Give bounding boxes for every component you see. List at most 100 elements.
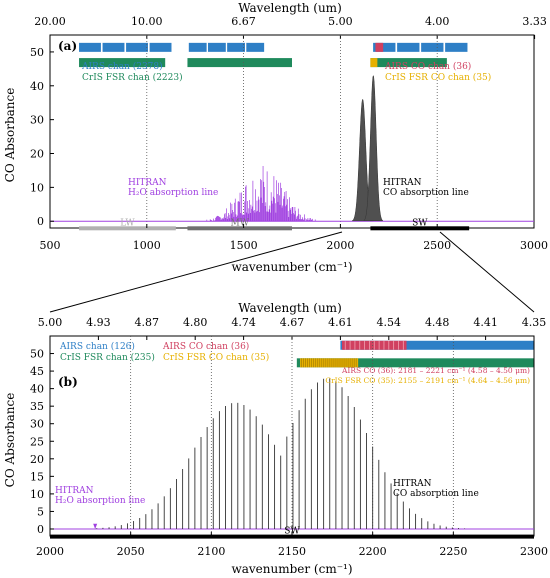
top-tick-label: 4.35 xyxy=(522,316,547,329)
panel-a-label: (a) xyxy=(58,39,77,53)
airs-channel-bar xyxy=(207,42,226,52)
panel-a-legend-cris-co: CrIS FSR CO chan (35) xyxy=(385,72,491,83)
panel-a-legend-airs: AIRS chan (2378) xyxy=(81,61,163,72)
band-bar xyxy=(370,226,470,231)
panel-b: Wavelength (um) 5.00 4.93 4.87 4.80 4.74 4.67… xyxy=(3,301,548,576)
band-bar xyxy=(79,226,176,231)
panel-b-h2o-annotation-2: H₂O absorption line xyxy=(55,496,145,506)
top-tick-label: 20.00 xyxy=(34,15,66,28)
y-tick-label: 15 xyxy=(30,470,44,483)
top-tick-label: 4.61 xyxy=(328,316,353,329)
x-tick-label: 1500 xyxy=(230,239,258,252)
panel-b-cris-co-range: CrIS FSR CO (35): 2155 – 2191 cm⁻¹ (4.64… xyxy=(325,376,530,385)
cris-channel-bar xyxy=(296,358,534,368)
band-label: LW xyxy=(120,218,135,228)
cris-channel-bar xyxy=(187,58,292,68)
top-tick-label: 10.00 xyxy=(131,15,163,28)
panel-a-h2o-annotation-1: HITRAN xyxy=(128,178,167,188)
airs-co-channel-bar xyxy=(375,42,384,52)
airs-channel-bar xyxy=(373,42,396,52)
panel-a: Wavelength (um) 20.00 10.00 6.67 5.00 4.00 3.… xyxy=(3,1,548,274)
panel-a-spectral-bands: LW MW SW xyxy=(79,218,470,231)
top-tick-label: 3.33 xyxy=(522,15,547,28)
y-tick-label: 10 xyxy=(30,488,44,501)
co-r-branch xyxy=(362,75,384,221)
panel-b-x-axis-label: wavenumber (cm⁻¹) xyxy=(231,562,352,576)
y-tick-label: 25 xyxy=(30,435,44,448)
panel-b-x-ticks: 2000 2050 2100 2150 2200 2250 2300 xyxy=(36,532,548,558)
y-tick-label: 50 xyxy=(30,46,44,59)
panel-a-channel-bars xyxy=(79,42,468,68)
y-tick-label: 20 xyxy=(30,453,44,466)
panel-a-h2o-annotation-2: H₂O absorption line xyxy=(128,188,218,198)
panel-b-legend-airs-co: AIRS CO chan (36) xyxy=(162,341,249,352)
top-tick-label: 5.00 xyxy=(328,15,353,28)
panel-a-legend-cris: CrIS FSR chan (2223) xyxy=(82,72,183,83)
zoom-connector-left xyxy=(49,231,343,313)
airs-channel-bar xyxy=(445,42,468,52)
top-tick-label: 4.48 xyxy=(425,316,450,329)
airs-channel-bar xyxy=(102,42,125,52)
top-tick-label: 4.87 xyxy=(135,316,160,329)
panel-a-top-axis-label: Wavelength (um) xyxy=(238,1,342,15)
top-tick-label: 4.41 xyxy=(473,316,498,329)
y-tick-label: 20 xyxy=(30,148,44,161)
x-tick-label: 2200 xyxy=(359,545,387,558)
x-tick-label: 1000 xyxy=(133,239,161,252)
cris-co-channel-bar xyxy=(370,58,378,68)
cris-co-channel-bar xyxy=(300,358,359,368)
y-tick-label: 5 xyxy=(37,505,44,518)
panel-a-top-ticks: 20.00 10.00 6.67 5.00 4.00 3.33 xyxy=(34,15,547,39)
panel-b-y-ticks: 0 5 10 15 20 25 30 35 40 45 50 xyxy=(30,348,54,536)
band-label: MW xyxy=(230,218,249,228)
cris-channel-bar xyxy=(370,58,447,68)
top-tick-label: 4.67 xyxy=(280,316,305,329)
panel-b-airs-co-range: AIRS CO (36): 2181 – 2221 cm⁻¹ (4.58 – 4… xyxy=(341,366,530,375)
panel-a-x-axis-label: wavenumber (cm⁻¹) xyxy=(231,260,352,274)
x-tick-label: 2100 xyxy=(197,545,225,558)
top-tick-label: 5.00 xyxy=(38,316,63,329)
panel-a-y-axis-label: CO Absorbance xyxy=(3,88,17,183)
panel-b-co-annotation-2: CO absorption line xyxy=(393,489,479,499)
y-tick-label: 30 xyxy=(30,114,44,127)
panel-b-legend-cris-co: CrIS FSR CO chan (35) xyxy=(163,352,269,363)
top-tick-label: 4.80 xyxy=(183,316,208,329)
panel-b-co-annotation-1: HITRAN xyxy=(393,479,432,489)
x-tick-label: 2050 xyxy=(117,545,145,558)
h2o-line-marker xyxy=(93,523,98,529)
panel-a-co-annotation-2: CO absorption line xyxy=(383,188,469,198)
y-tick-label: 0 xyxy=(37,523,44,536)
panel-b-grid xyxy=(50,336,534,536)
panel-b-legend-airs: AIRS chan (126) xyxy=(59,341,135,352)
airs-channel-bar xyxy=(246,42,265,52)
top-tick-label: 4.93 xyxy=(86,316,111,329)
band-bar xyxy=(50,534,534,539)
cris-channel-bar xyxy=(79,58,166,68)
panel-b-label: (b) xyxy=(58,375,78,389)
panel-a-legend-airs-co: AIRS CO chan (36) xyxy=(384,61,471,72)
y-tick-label: 10 xyxy=(30,181,44,194)
x-tick-label: 2500 xyxy=(423,239,451,252)
band-label: SW xyxy=(412,218,428,228)
zoom-connector-right xyxy=(439,231,535,313)
airs-channel-bar xyxy=(79,42,101,52)
x-tick-label: 500 xyxy=(40,239,61,252)
airs-channel-bar xyxy=(340,340,534,350)
x-tick-label: 2300 xyxy=(520,545,548,558)
panel-b-spectral-band: SW xyxy=(50,527,534,539)
x-tick-label: 2000 xyxy=(326,239,354,252)
panel-b-legend-cris: CrIS FSR chan (235) xyxy=(60,352,155,363)
top-tick-label: 6.67 xyxy=(231,15,256,28)
y-tick-label: 40 xyxy=(30,80,44,93)
y-tick-label: 35 xyxy=(30,400,44,413)
y-tick-label: 40 xyxy=(30,383,44,396)
x-tick-label: 2250 xyxy=(439,545,467,558)
panel-b-top-axis-label: Wavelength (um) xyxy=(238,301,342,315)
airs-channel-bar xyxy=(397,42,420,52)
band-bar xyxy=(187,226,292,231)
top-tick-label: 4.74 xyxy=(231,316,256,329)
panel-b-y-axis-label: CO Absorbance xyxy=(3,393,17,488)
x-tick-label: 2150 xyxy=(278,545,306,558)
x-tick-label: 3000 xyxy=(520,239,548,252)
